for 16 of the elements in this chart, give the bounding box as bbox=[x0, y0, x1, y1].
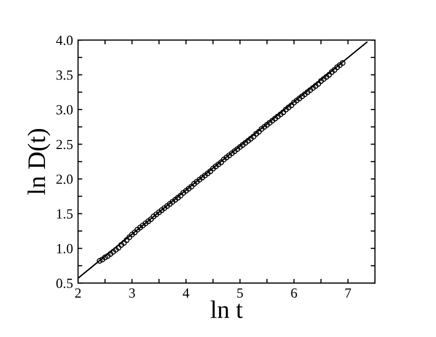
x-tick-label: 7 bbox=[345, 288, 352, 298]
x-tick-label: 3 bbox=[129, 288, 135, 298]
x-tick-label: 2 bbox=[75, 288, 81, 298]
y-tick-label: 1.5 bbox=[57, 209, 73, 219]
y-axis-title: ln D(t) bbox=[28, 129, 50, 195]
y-tick-label: 4.0 bbox=[56, 36, 73, 46]
y-tick-label: 3.5 bbox=[56, 70, 73, 80]
y-tick-label: 2.5 bbox=[56, 140, 73, 150]
x-axis-title: ln t bbox=[210, 300, 243, 318]
y-tick-label: 3.0 bbox=[56, 105, 73, 115]
x-tick-label: 5 bbox=[237, 288, 243, 298]
x-tick-label: 4 bbox=[182, 288, 190, 298]
y-tick-label: 2.0 bbox=[56, 174, 73, 184]
y-tick-label: 1.0 bbox=[57, 244, 73, 254]
x-tick-label: 6 bbox=[291, 288, 298, 298]
y-tick-label: 0.5 bbox=[56, 278, 73, 288]
